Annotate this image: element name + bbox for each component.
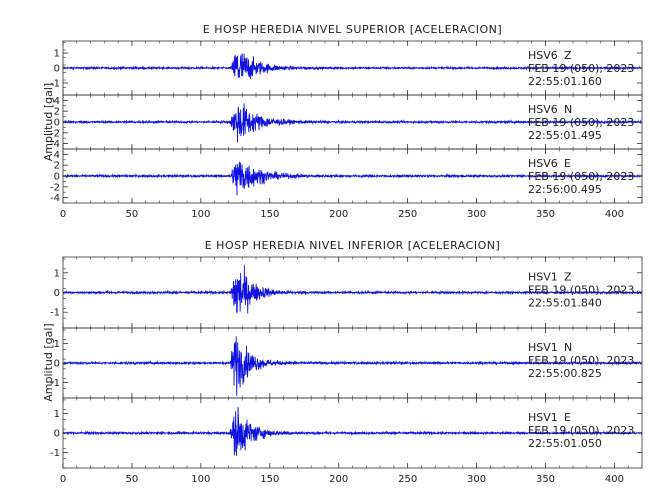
- trace-date: FEB 19 (050), 2023: [528, 62, 634, 75]
- y-tick-label: -1: [50, 378, 60, 389]
- y-tick-label: 0: [54, 429, 60, 440]
- trace-date: FEB 19 (050), 2023: [528, 116, 634, 129]
- component-label: N: [564, 341, 572, 354]
- trace-time: 22:55:01.050: [528, 437, 602, 450]
- x-tick-label: 300: [467, 209, 486, 220]
- x-tick-label: 100: [191, 209, 210, 220]
- x-tick-label: 150: [260, 209, 279, 220]
- y-tick-label: 4: [54, 150, 60, 161]
- y-tick-label: 0: [54, 64, 60, 75]
- y-tick-label: 0: [54, 288, 60, 299]
- station-label: HSV1: [528, 411, 558, 424]
- x-tick-label: 350: [536, 209, 555, 220]
- trace-time: 22:56:00.495: [528, 183, 602, 196]
- y-tick-label: -1: [50, 79, 60, 90]
- y-tick-label: -1: [50, 308, 60, 319]
- y-tick-label: 1: [54, 339, 60, 350]
- y-tick-label: 2: [54, 107, 60, 118]
- x-tick-label: 50: [126, 209, 139, 220]
- x-tick-label: 300: [467, 474, 486, 485]
- trace-time: 22:55:01.840: [528, 296, 602, 309]
- trace-date: FEB 19 (050), 2023: [528, 283, 634, 296]
- y-tick-label: 1: [54, 49, 60, 60]
- x-tick-label: 400: [605, 209, 624, 220]
- chart-title: E HOSP HEREDIA NIVEL INFERIOR [ACELERACI…: [205, 239, 501, 252]
- waveform-line: [62, 53, 643, 79]
- waveform-line: [62, 264, 643, 314]
- y-tick-label: -2: [50, 182, 60, 193]
- y-tick-label: 1: [54, 409, 60, 420]
- station-label: HSV6: [528, 157, 558, 170]
- trace-time: 22:55:01.160: [528, 75, 602, 88]
- x-tick-label: 150: [260, 474, 279, 485]
- component-label: N: [564, 103, 572, 116]
- x-tick-label: 200: [329, 209, 348, 220]
- chart-panel-1: E HOSP HEREDIA NIVEL SUPERIOR [ACELERACI…: [42, 23, 643, 220]
- station-label: HSV6: [528, 103, 558, 116]
- waveform-line: [62, 407, 643, 456]
- y-tick-label: 1: [54, 268, 60, 279]
- x-tick-label: 250: [398, 474, 417, 485]
- station-label: HSV1: [528, 270, 558, 283]
- x-tick-label: 250: [398, 209, 417, 220]
- trace-time: 22:55:00.825: [528, 367, 602, 380]
- waveform-line: [62, 103, 643, 143]
- y-tick-label: -1: [50, 448, 60, 459]
- station-label: HSV1: [528, 341, 558, 354]
- component-label: E: [564, 157, 571, 170]
- y-tick-label: 0: [54, 359, 60, 370]
- x-tick-label: 100: [191, 474, 210, 485]
- x-tick-label: 350: [536, 474, 555, 485]
- y-axis-label: Amplitud [gal]: [42, 323, 55, 401]
- y-tick-label: -2: [50, 128, 60, 139]
- component-label: Z: [564, 49, 572, 62]
- y-tick-label: 2: [54, 161, 60, 172]
- trace-time: 22:55:01.495: [528, 129, 602, 142]
- x-tick-label: 400: [605, 474, 624, 485]
- x-tick-label: 200: [329, 474, 348, 485]
- waveform-line: [62, 336, 643, 396]
- y-tick-label: -4: [50, 139, 60, 150]
- y-tick-label: -4: [50, 193, 60, 204]
- waveform-line: [62, 161, 643, 196]
- y-tick-label: 0: [54, 172, 60, 183]
- trace-date: FEB 19 (050), 2023: [528, 354, 634, 367]
- y-tick-label: 4: [54, 96, 60, 107]
- component-label: Z: [564, 270, 572, 283]
- chart-panel-2: E HOSP HEREDIA NIVEL INFERIOR [ACELERACI…: [42, 239, 643, 485]
- y-tick-label: 0: [54, 118, 60, 129]
- x-tick-label: 50: [126, 474, 139, 485]
- y-axis-label: Amplitud [gal]: [42, 83, 55, 161]
- chart-title: E HOSP HEREDIA NIVEL SUPERIOR [ACELERACI…: [203, 23, 502, 36]
- x-tick-label: 0: [60, 474, 66, 485]
- trace-date: FEB 19 (050), 2023: [528, 424, 634, 437]
- station-label: HSV6: [528, 49, 558, 62]
- component-label: E: [564, 411, 571, 424]
- x-tick-label: 0: [60, 209, 66, 220]
- trace-date: FEB 19 (050), 2023: [528, 170, 634, 183]
